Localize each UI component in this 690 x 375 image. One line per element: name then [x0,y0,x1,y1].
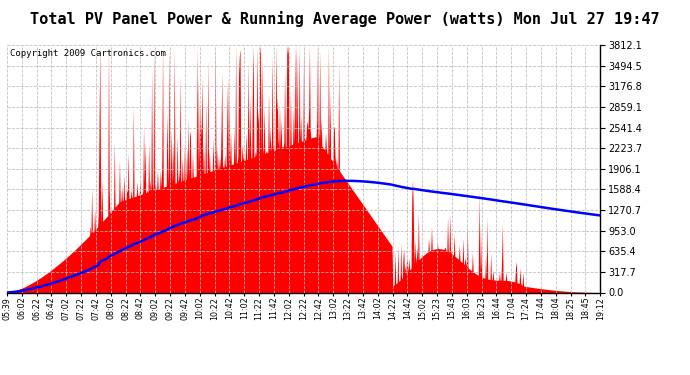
Text: Copyright 2009 Cartronics.com: Copyright 2009 Cartronics.com [10,49,166,58]
Text: Total PV Panel Power & Running Average Power (watts) Mon Jul 27 19:47: Total PV Panel Power & Running Average P… [30,11,660,27]
